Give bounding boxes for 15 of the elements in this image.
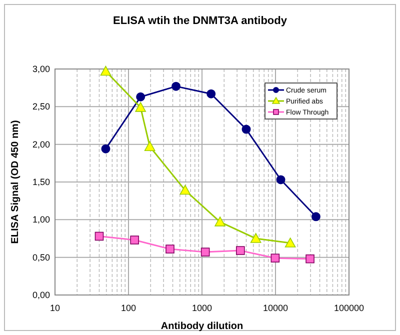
y-axis-title: ELISA Signal (OD 450 nm) — [10, 120, 21, 244]
y-tick-label: 0,50 — [32, 252, 50, 262]
x-tick-label: 10000 — [262, 303, 288, 313]
x-tick-label: 10 — [50, 303, 60, 313]
chart-title: ELISA wtih the DNMT3A antibody — [113, 15, 288, 27]
y-tick-label: 1,00 — [32, 214, 50, 225]
y-tick-label: 3,00 — [32, 64, 50, 74]
y-tick-label: 2,50 — [32, 102, 50, 112]
x-tick-label: 100000 — [334, 303, 364, 313]
x-axis-title: Antibody dilution — [160, 321, 244, 332]
y-tick-label: 0,00 — [32, 290, 50, 300]
x-tick-label: 100 — [120, 303, 136, 313]
x-tick-label: 1000 — [192, 303, 212, 313]
y-tick-label: 2,00 — [32, 139, 50, 150]
y-tick-label: 1,50 — [32, 177, 50, 187]
